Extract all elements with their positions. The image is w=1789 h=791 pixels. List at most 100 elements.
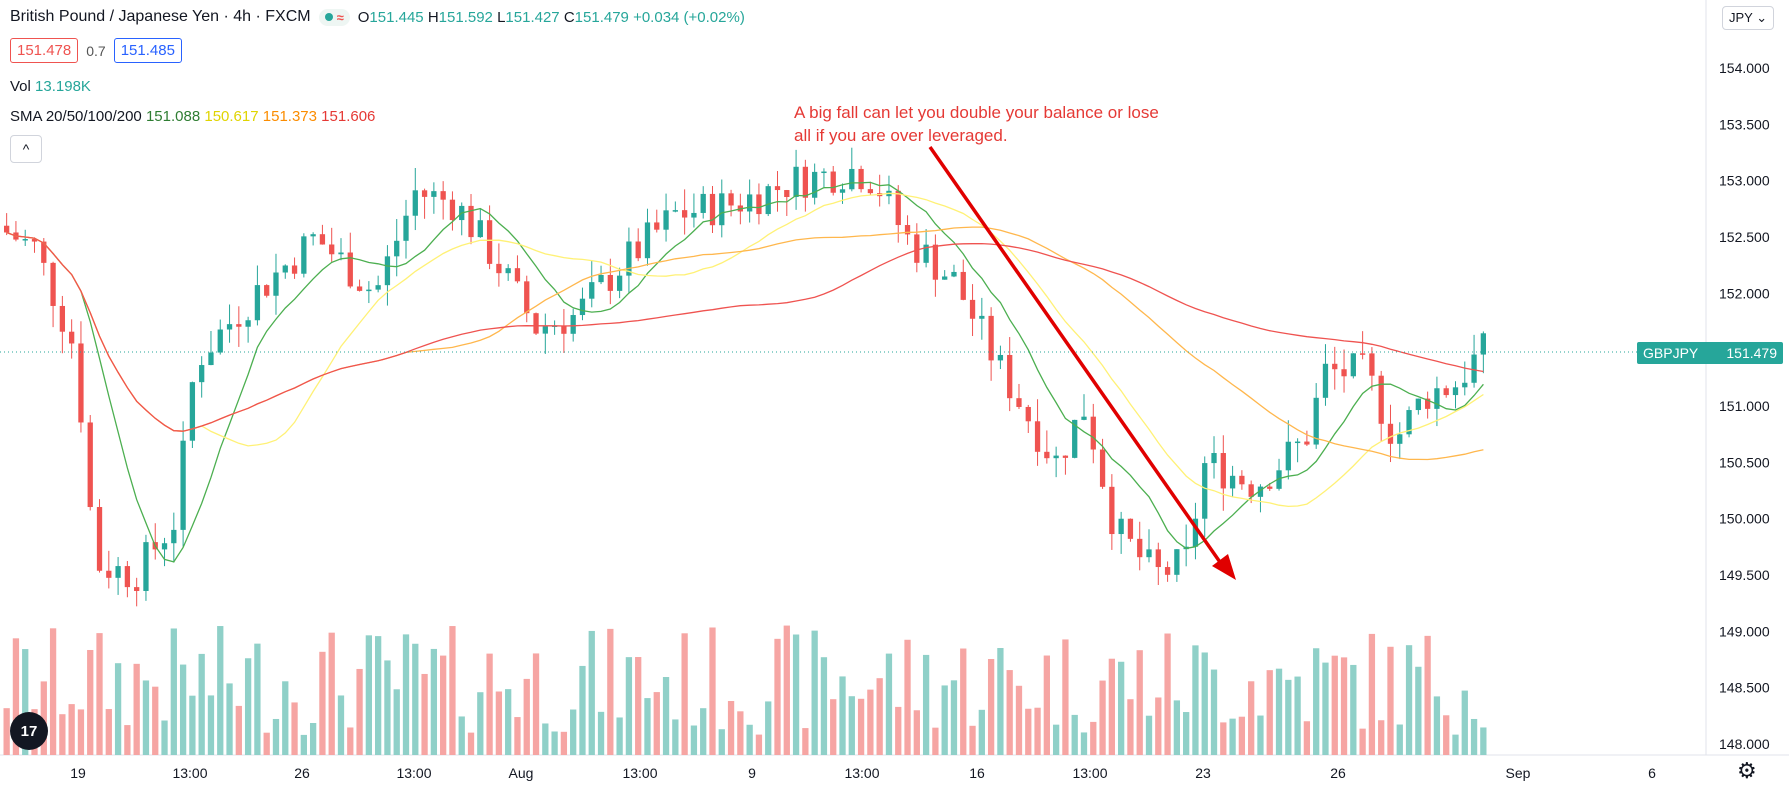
gear-icon[interactable]: ⚙ xyxy=(1737,758,1757,783)
volume-bar xyxy=(421,673,428,755)
candle-body xyxy=(115,566,121,578)
candle-body xyxy=(616,275,623,291)
volume-bar xyxy=(430,648,438,755)
volume-bar xyxy=(1322,662,1329,755)
tradingview-logo-icon[interactable]: 17 xyxy=(10,712,48,750)
candle-body xyxy=(1434,388,1440,409)
y-tick-label: 154.000 xyxy=(1719,60,1770,76)
volume-bar xyxy=(857,698,865,755)
candle-body xyxy=(59,305,66,332)
volume-bar xyxy=(542,723,549,755)
buy-button[interactable]: 151.485 xyxy=(113,38,182,63)
volume-bar xyxy=(941,685,948,755)
volume-bar xyxy=(189,695,196,755)
candle-body xyxy=(765,186,771,215)
candle-body xyxy=(78,343,84,423)
candle-body xyxy=(477,220,483,238)
volume-bar xyxy=(375,636,382,755)
candle-body xyxy=(561,325,567,334)
candle-body xyxy=(1034,421,1041,452)
volume-legend[interactable]: Vol 13.198K xyxy=(10,78,91,95)
volume-bar xyxy=(1164,633,1171,755)
volume-bar xyxy=(291,702,298,755)
volume-bar xyxy=(356,668,363,755)
candle-body xyxy=(384,256,391,286)
annotation-line-1: A big fall can let you double your balan… xyxy=(794,103,1159,122)
volume-bar xyxy=(87,649,94,755)
volume-bar xyxy=(1220,722,1227,755)
candle-body xyxy=(598,274,604,283)
volume-bar xyxy=(152,686,159,755)
candle-body xyxy=(366,289,372,292)
candle-body xyxy=(1257,486,1264,497)
last-price-symbol: GBPJPY xyxy=(1643,345,1699,361)
trade-panel: 151.478 0.7 151.485 xyxy=(10,38,182,63)
volume-bar xyxy=(1062,639,1069,755)
candle-body xyxy=(180,440,186,530)
candle-body xyxy=(793,166,799,198)
volume-bar xyxy=(922,654,930,755)
volume-bar xyxy=(217,626,224,755)
candle-body xyxy=(431,191,437,197)
volume-bar xyxy=(477,692,484,755)
ohlc-values: O151.445 H151.592 L151.427 C151.479 +0.0… xyxy=(357,8,745,26)
x-tick-label: 6 xyxy=(1648,765,1656,781)
volume-bar xyxy=(718,729,725,755)
market-open-dot-icon xyxy=(324,13,333,21)
candle-body xyxy=(756,194,762,215)
symbol-header: British Pound / Japanese Yen · 4h · FXCM… xyxy=(10,8,745,26)
candle-body xyxy=(1452,387,1459,396)
candle-body xyxy=(96,507,103,571)
x-tick-label: 26 xyxy=(294,765,310,781)
symbol-title[interactable]: British Pound / Japanese Yen · 4h · FXCM xyxy=(10,8,311,25)
currency-selector[interactable]: JPY ⌄ xyxy=(1722,6,1775,30)
volume-bar xyxy=(765,701,772,755)
volume-bar xyxy=(978,709,985,755)
candle-body xyxy=(394,240,400,257)
candle-body xyxy=(1229,475,1236,489)
sma-legend[interactable]: SMA 20/50/100/200 151.088 150.617 151.37… xyxy=(10,108,375,125)
volume-bar xyxy=(1340,657,1348,755)
sma-label: SMA 20/50/100/200 xyxy=(10,108,142,125)
annotation-text[interactable]: A big fall can let you double your balan… xyxy=(794,101,1204,147)
sma200-line xyxy=(6,231,1484,432)
candle-body xyxy=(1239,475,1245,485)
volume-bar xyxy=(207,695,215,755)
volume-bar xyxy=(254,643,261,755)
y-tick-label: 148.500 xyxy=(1719,680,1770,696)
volume-bar xyxy=(1396,724,1403,755)
candle-body xyxy=(273,272,279,296)
x-tick-label: 23 xyxy=(1195,765,1211,781)
volume-bar xyxy=(161,720,168,755)
candle-body xyxy=(1016,398,1022,407)
candle-body xyxy=(932,244,939,280)
candle-body xyxy=(468,205,474,238)
candle-body xyxy=(867,189,874,194)
candle-body xyxy=(1276,470,1282,489)
volume-bar xyxy=(365,635,372,755)
volume-bar xyxy=(969,725,976,755)
market-status-badge[interactable]: ≈ xyxy=(318,8,350,26)
candle-body xyxy=(1304,441,1310,445)
arrow-head-icon xyxy=(1212,554,1236,580)
candle-body xyxy=(802,166,809,198)
volume-bar xyxy=(1080,732,1088,755)
candle-body xyxy=(895,190,901,226)
candle-body xyxy=(264,285,270,296)
candle-body xyxy=(1313,397,1319,445)
candle-body xyxy=(654,222,660,230)
candle-body xyxy=(1359,353,1366,355)
sell-button[interactable]: 151.478 xyxy=(10,38,79,63)
volume-bar xyxy=(1294,676,1301,755)
volume-bar xyxy=(1071,714,1078,755)
candle-body xyxy=(904,225,911,235)
candle-body xyxy=(1406,410,1412,435)
candle-body xyxy=(1248,484,1254,497)
collapse-legend-button[interactable]: ^ xyxy=(10,135,42,163)
candle-body xyxy=(505,268,511,274)
candle-body xyxy=(347,252,353,287)
candle-body xyxy=(747,194,753,212)
candle-body xyxy=(988,315,994,361)
candle-body xyxy=(50,262,56,306)
